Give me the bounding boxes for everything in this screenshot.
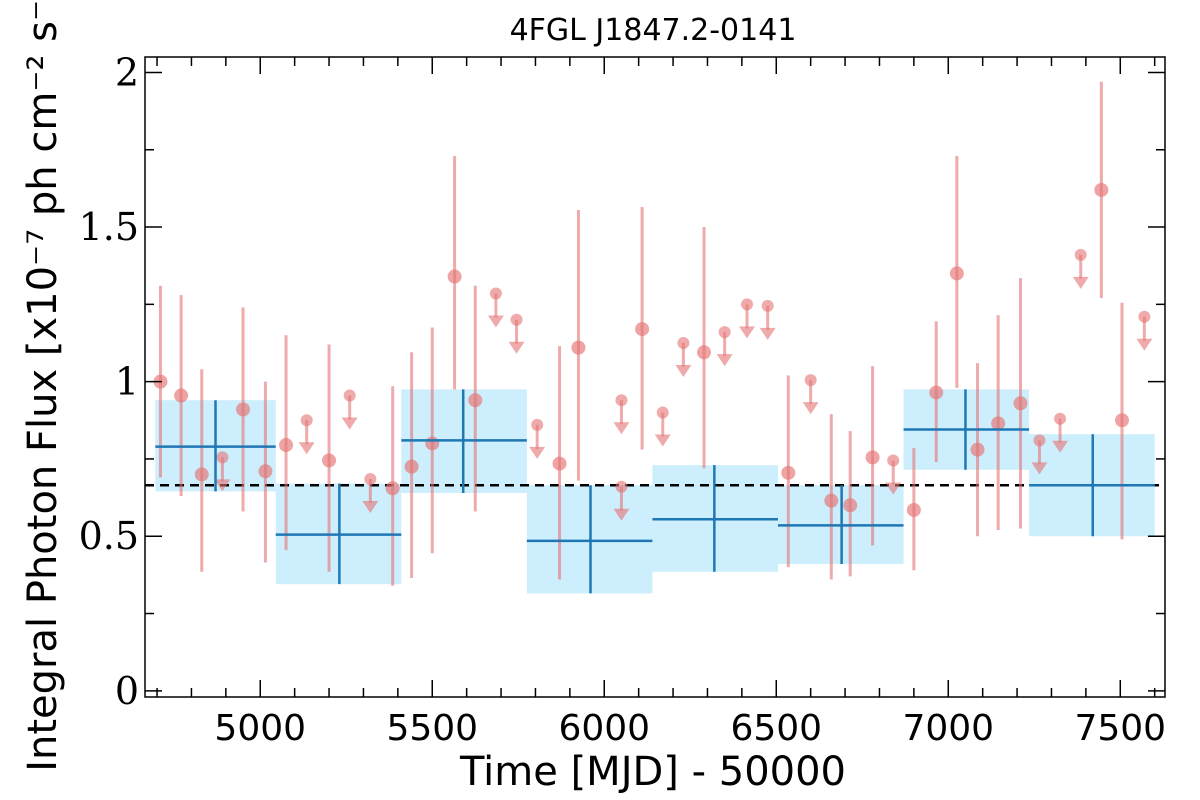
upper-limit-arrow bbox=[1072, 276, 1089, 289]
monthly-flux-point bbox=[929, 385, 944, 400]
upper-limit-arrow bbox=[1031, 462, 1048, 475]
y-tick-label: 0 bbox=[115, 669, 139, 713]
upper-limit-point bbox=[531, 418, 544, 431]
monthly-flux-point bbox=[906, 502, 921, 517]
monthly-flux-point bbox=[635, 322, 650, 337]
monthly-flux-point bbox=[865, 450, 880, 465]
upper-limit-point bbox=[615, 480, 628, 493]
monthly-flux-point bbox=[385, 481, 400, 496]
upper-limit-arrow bbox=[759, 327, 776, 340]
upper-limit-point bbox=[510, 313, 523, 326]
upper-limit-arrow bbox=[654, 434, 671, 447]
x-tick-label: 6500 bbox=[730, 708, 822, 749]
monthly-flux-point bbox=[1094, 182, 1109, 197]
upper-limit-point bbox=[677, 336, 690, 349]
monthly-flux-point bbox=[447, 269, 462, 284]
monthly-flux-point bbox=[258, 464, 273, 479]
upper-limit-point bbox=[741, 298, 754, 311]
x-tick-label: 7000 bbox=[902, 708, 994, 749]
upper-limit-point bbox=[1033, 434, 1046, 447]
upper-limit-arrow bbox=[1136, 338, 1153, 351]
upper-limit-arrow bbox=[214, 479, 231, 492]
monthly-flux-point bbox=[949, 266, 964, 281]
monthly-flux-point bbox=[279, 438, 294, 453]
upper-limit-point bbox=[216, 451, 229, 464]
monthly-flux-point bbox=[843, 498, 858, 513]
monthly-flux-point bbox=[824, 493, 839, 508]
upper-limit-arrow bbox=[362, 501, 379, 514]
monthly-flux-point bbox=[468, 393, 483, 408]
monthly-flux-point bbox=[781, 465, 796, 480]
upper-limit-arrow bbox=[885, 482, 902, 495]
upper-limit-arrow bbox=[716, 354, 733, 367]
upper-limit-point bbox=[887, 454, 900, 467]
upper-limit-arrow bbox=[298, 442, 315, 455]
upper-limit-point bbox=[656, 406, 669, 419]
x-tick-label: 5000 bbox=[214, 708, 306, 749]
upper-limit-arrow bbox=[613, 422, 630, 435]
upper-limit-point bbox=[1054, 412, 1067, 425]
y-tick-label: 1 bbox=[115, 360, 139, 404]
monthly-flux-point bbox=[404, 459, 419, 474]
upper-limit-point bbox=[804, 374, 817, 387]
y-tick-label: 1.5 bbox=[79, 205, 139, 249]
upper-limit-arrow bbox=[508, 341, 525, 354]
upper-limit-arrow bbox=[675, 364, 692, 377]
upper-limit-point bbox=[489, 287, 502, 300]
monthly-flux-point bbox=[236, 402, 251, 417]
monthly-flux-point bbox=[1013, 396, 1028, 411]
monthly-flux-point bbox=[322, 453, 337, 468]
monthly-flux-point bbox=[697, 345, 712, 360]
monthly-flux-point bbox=[571, 340, 586, 355]
x-tick-label: 7500 bbox=[1074, 708, 1166, 749]
upper-limit-point bbox=[718, 326, 731, 339]
upper-limit-point bbox=[761, 299, 774, 312]
upper-limit-point bbox=[300, 414, 313, 427]
monthly-flux-point bbox=[194, 467, 209, 482]
upper-limit-arrow bbox=[529, 446, 546, 459]
upper-limit-arrow bbox=[739, 326, 756, 339]
plot-frame bbox=[144, 56, 1166, 698]
x-axis-label: Time [MJD] - 50000 bbox=[459, 749, 846, 795]
upper-limit-point bbox=[1074, 248, 1087, 261]
monthly-flux-point bbox=[552, 456, 567, 471]
monthly-flux-point bbox=[1114, 413, 1129, 428]
x-tick-label: 5500 bbox=[386, 708, 478, 749]
upper-limit-arrow bbox=[341, 417, 358, 430]
chart-title: 4FGL J1847.2-0141 bbox=[510, 13, 797, 48]
upper-limit-point bbox=[343, 389, 356, 402]
upper-limit-point bbox=[615, 394, 628, 407]
y-tick-label: 2 bbox=[115, 50, 139, 94]
y-tick-label: 0.5 bbox=[79, 514, 139, 558]
upper-limit-arrow bbox=[802, 402, 819, 415]
upper-limit-arrow bbox=[613, 508, 630, 521]
upper-limit-point bbox=[364, 473, 377, 486]
upper-limit-arrow bbox=[487, 315, 504, 328]
x-tick-label: 6000 bbox=[558, 708, 650, 749]
upper-limit-arrow bbox=[1052, 440, 1069, 453]
monthly-flux-point bbox=[174, 388, 189, 403]
monthly-flux-point bbox=[991, 416, 1006, 431]
monthly-flux-point bbox=[970, 442, 985, 457]
monthly-flux-point bbox=[425, 436, 440, 451]
y-axis-label: Integral Photon Flux [x10⁻⁷ ph cm⁻² s⁻¹] bbox=[20, 0, 66, 772]
upper-limit-point bbox=[1138, 310, 1151, 323]
